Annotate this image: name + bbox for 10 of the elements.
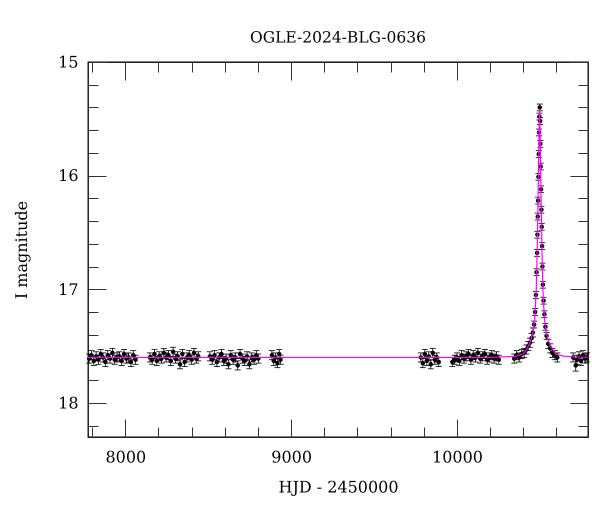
x-tick-label: 8000 (105, 448, 146, 466)
x-tick-label: 9000 (271, 448, 312, 466)
y-axis-title: I magnitude (12, 200, 32, 300)
chart-title: OGLE-2024-BLG-0636 (250, 28, 426, 46)
x-tick-label: 10000 (432, 448, 483, 466)
x-axis-title: HJD - 2450000 (278, 478, 399, 496)
y-tick-label: 15 (58, 52, 78, 72)
y-tick-label: 16 (58, 166, 78, 186)
y-tick-label: 17 (58, 280, 78, 299)
y-tick-label: 18 (58, 393, 78, 412)
